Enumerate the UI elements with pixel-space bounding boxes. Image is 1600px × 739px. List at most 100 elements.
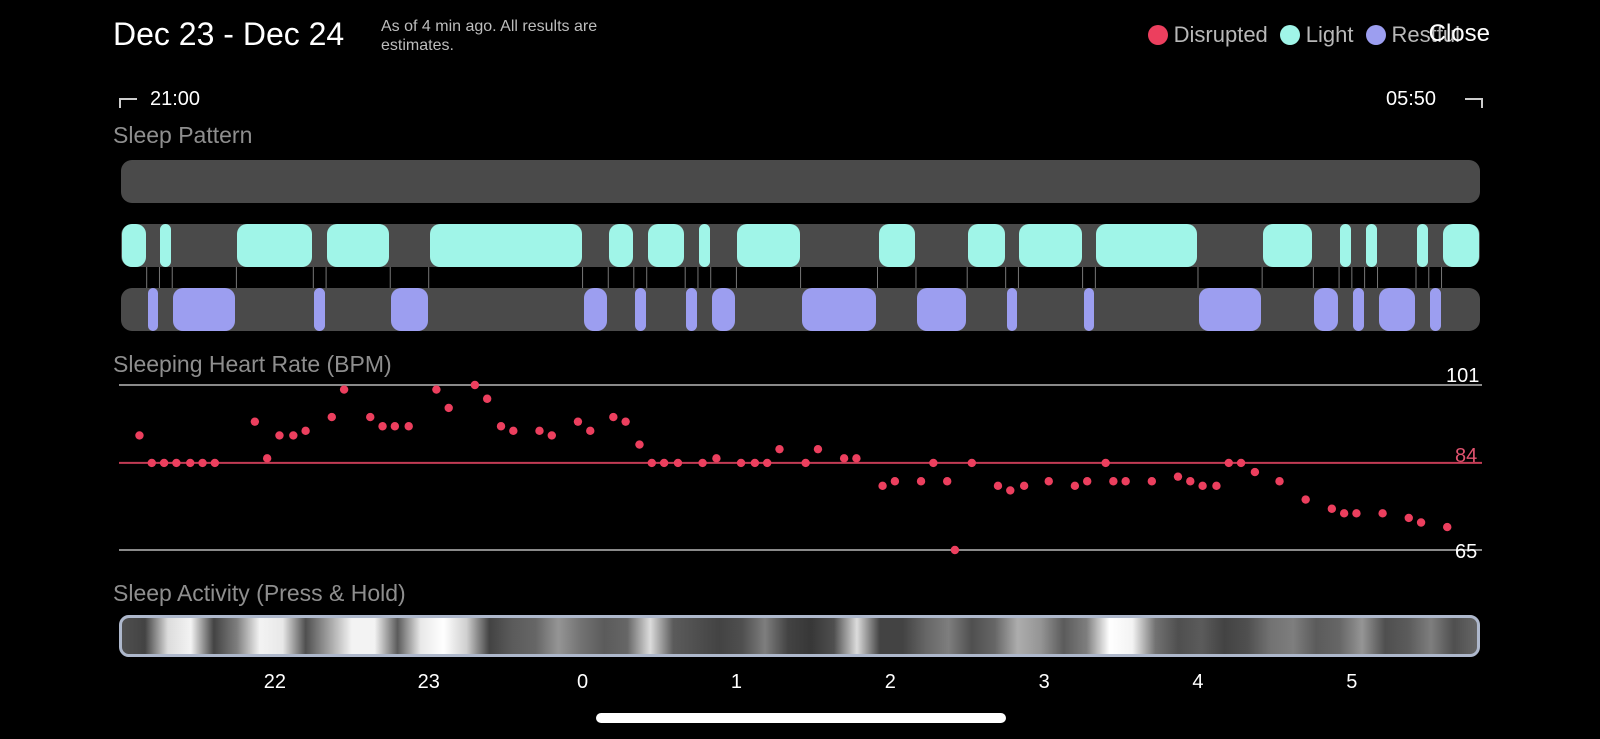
hr-point	[993, 481, 1003, 491]
light-segment	[327, 224, 390, 267]
light-segment	[1340, 224, 1351, 267]
hr-point	[839, 454, 849, 463]
hr-point	[496, 422, 506, 431]
hr-point	[482, 394, 492, 403]
hour-tick-label: 5	[1346, 671, 1358, 693]
legend-label-restful: Restful	[1391, 22, 1460, 47]
sleep-activity-bar[interactable]	[119, 615, 1480, 657]
light-segment	[160, 224, 172, 267]
hr-point	[198, 458, 207, 468]
hr-point	[327, 412, 336, 422]
hr-point	[366, 412, 375, 422]
hr-point	[509, 426, 518, 436]
hr-point	[1147, 477, 1157, 486]
light-segment	[737, 224, 800, 267]
restful-segment	[1378, 288, 1415, 331]
hr-point	[1443, 522, 1452, 532]
hr-point	[1404, 513, 1413, 523]
hr-point	[916, 477, 926, 486]
hr-point	[1198, 481, 1207, 491]
restful-segment	[1352, 288, 1364, 331]
min-hr-label: 65	[1455, 541, 1478, 563]
hr-point	[1044, 477, 1053, 486]
light-segment	[1263, 224, 1313, 267]
light-track	[121, 224, 1480, 267]
light-segment	[609, 224, 633, 267]
hr-point	[1339, 509, 1349, 518]
legend-item-restful: Restful	[1365, 22, 1460, 48]
hr-point	[404, 422, 413, 431]
restful-segment	[391, 288, 428, 331]
hr-point	[250, 417, 260, 426]
restful-segment	[1314, 288, 1339, 331]
activity-title: Sleep Activity (Press & Hold)	[113, 580, 406, 606]
hr-point	[1121, 477, 1130, 486]
hour-tick-label: 3	[1038, 671, 1050, 693]
end-time: 05:50	[1386, 88, 1437, 110]
light-segment	[698, 224, 710, 267]
light-dot-icon	[1279, 25, 1300, 45]
disrupted-dot-icon	[1147, 25, 1168, 45]
hour-tick-label: 0	[577, 671, 589, 693]
hr-point	[1083, 477, 1092, 486]
hr-point	[698, 458, 707, 468]
hr-point	[852, 454, 861, 463]
hr-point	[1301, 495, 1310, 504]
hr-point	[762, 458, 772, 468]
hr-point	[390, 422, 400, 431]
legend-label-light: Light	[1305, 22, 1354, 47]
hr-point	[1173, 472, 1183, 481]
hr-point	[378, 422, 387, 431]
restful-segment	[583, 288, 608, 331]
hr-point	[444, 403, 453, 413]
hr-point	[172, 458, 181, 468]
light-segment	[1096, 224, 1197, 267]
hr-point	[1378, 509, 1387, 518]
light-segment	[237, 224, 313, 267]
hour-tick-label: 4	[1192, 671, 1204, 693]
hr-point	[1186, 477, 1195, 486]
light-segment	[968, 224, 1005, 267]
hr-point	[736, 458, 746, 468]
hr-point	[1224, 458, 1233, 468]
sleep-pattern-title: Sleep Pattern	[113, 122, 253, 148]
legend-item-light: Light	[1279, 22, 1354, 48]
hr-point	[470, 380, 480, 390]
hr-point	[890, 477, 900, 486]
end-bracket-icon	[1465, 98, 1483, 108]
home-indicator[interactable]	[596, 713, 1006, 723]
hr-point	[1416, 518, 1426, 527]
hr-point	[878, 481, 887, 491]
restful-segment	[686, 288, 697, 331]
hr-point	[1070, 481, 1080, 491]
restful-segment	[147, 288, 159, 331]
start-bracket-icon	[119, 98, 137, 108]
hr-point	[135, 431, 144, 440]
hr-point	[186, 458, 195, 468]
restful-segment	[1083, 288, 1095, 331]
hr-point	[339, 385, 349, 394]
hr-point	[967, 458, 977, 468]
light-segment	[1365, 224, 1377, 267]
disrupted-track	[121, 160, 1480, 203]
light-segment	[122, 224, 146, 267]
light-segment	[1019, 224, 1082, 267]
hr-point	[1212, 481, 1221, 491]
hr-point	[621, 417, 630, 426]
hr-point	[535, 426, 544, 436]
hr-point	[647, 458, 656, 468]
hour-tick-label: 22	[263, 671, 286, 693]
hr-point	[573, 417, 583, 426]
heart-rate-chart	[119, 380, 1482, 555]
hr-point	[1236, 458, 1246, 468]
light-segment	[429, 224, 582, 267]
hr-point	[943, 477, 952, 486]
restful-segment	[314, 288, 326, 331]
light-segment	[878, 224, 915, 267]
hr-point	[301, 426, 310, 436]
hr-point	[635, 440, 644, 449]
restful-segment	[1429, 288, 1441, 331]
close-button[interactable]: Close	[1428, 20, 1490, 47]
hr-point	[159, 458, 169, 468]
hr-point	[813, 444, 823, 454]
